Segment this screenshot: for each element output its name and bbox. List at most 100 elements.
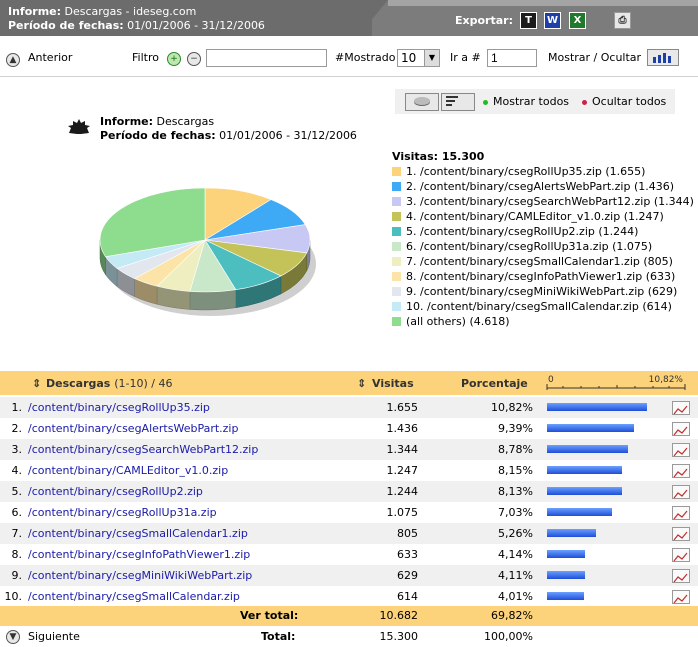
bar-view-button[interactable] xyxy=(441,93,475,111)
table-row: 1. /content/binary/csegRollUp35.zip 1.655 1… xyxy=(0,397,698,418)
pie-slice-1[interactable] xyxy=(204,187,272,241)
row-trend-chart-icon[interactable] xyxy=(672,569,690,583)
row-file-link[interactable]: /content/binary/CAMLEditor_v1.0.zip xyxy=(28,464,229,477)
col-header-visits[interactable]: Visitas xyxy=(372,377,414,390)
row-trend-chart-icon[interactable] xyxy=(672,422,690,436)
chart-legend: Visitas: 15.300 1. /content/binary/csegR… xyxy=(392,150,694,329)
add-filter-icon[interactable]: + xyxy=(167,52,181,66)
row-trend-chart-icon[interactable] xyxy=(672,590,690,604)
table-row: 7. /content/binary/csegSmallCalendar1.zip… xyxy=(0,523,698,544)
next-icon[interactable]: ▼ xyxy=(6,630,20,644)
row-visits: 1.344 xyxy=(386,443,419,456)
row-visits: 1.244 xyxy=(386,485,419,498)
percentage-scale: 0 10,82% xyxy=(546,375,686,390)
row-file-link[interactable]: /content/binary/csegRollUp35.zip xyxy=(28,401,210,414)
legend-swatch xyxy=(392,257,401,266)
row-file-link[interactable]: /content/binary/csegMiniWikiWebPart.zip xyxy=(28,569,253,582)
legend-label: (all others) (4.618) xyxy=(406,315,510,328)
row-trend-chart-icon[interactable] xyxy=(672,527,690,541)
row-file-link[interactable]: /content/binary/csegAlertsWebPart.zip xyxy=(28,422,239,435)
legend-label: 1. /content/binary/csegRollUp35.zip (1.6… xyxy=(406,165,646,178)
row-percentage-bar xyxy=(547,424,634,432)
bar-chart-toggle-button[interactable] xyxy=(647,49,679,66)
row-index: 3. xyxy=(11,443,23,456)
row-file-link[interactable]: /content/binary/csegSmallCalendar1.zip xyxy=(28,527,248,540)
row-file-link[interactable]: /content/binary/csegSmallCalendar.zip xyxy=(28,590,240,603)
row-percentage-bar xyxy=(547,571,585,579)
col-header-percentage[interactable]: Porcentaje xyxy=(461,377,528,390)
legend-item[interactable]: 1. /content/binary/csegRollUp35.zip (1.6… xyxy=(392,164,694,179)
legend-label: 5. /content/binary/csegRollUp2.zip (1.24… xyxy=(406,225,639,238)
word-export-icon[interactable]: W xyxy=(544,12,561,29)
print-icon[interactable]: ⎙ xyxy=(614,12,631,29)
legend-swatch xyxy=(392,182,401,191)
shown-count-label: #Mostrado xyxy=(335,51,396,64)
text-export-icon[interactable]: T xyxy=(520,12,537,29)
bar-chart-icon xyxy=(653,53,671,63)
total-visits: 15.300 xyxy=(379,630,419,643)
show-all-dot-icon xyxy=(483,99,488,105)
legend-item[interactable]: 2. /content/binary/csegAlertsWebPart.zip… xyxy=(392,179,694,194)
row-file-link[interactable]: /content/binary/csegSearchWebPart12.zip xyxy=(28,443,259,456)
row-visits: 1.247 xyxy=(386,464,419,477)
row-index: 6. xyxy=(11,506,23,519)
goto-input[interactable] xyxy=(487,49,537,67)
legend-swatch xyxy=(392,317,401,326)
legend-item[interactable]: 8. /content/binary/csegInfoPathViewer1.z… xyxy=(392,269,694,284)
row-index: 1. xyxy=(11,401,23,414)
table-row: 10. /content/binary/csegSmallCalendar.zip… xyxy=(0,586,698,607)
legend-item[interactable]: 7. /content/binary/csegSmallCalendar1.zi… xyxy=(392,254,694,269)
header-period-label: Período de fechas: xyxy=(8,19,124,32)
row-file-link[interactable]: /content/binary/csegInfoPathViewer1.zip xyxy=(28,548,251,561)
pie-slice-11[interactable] xyxy=(99,187,206,257)
row-trend-chart-icon[interactable] xyxy=(672,443,690,457)
row-visits: 629 xyxy=(397,569,418,582)
row-trend-chart-icon[interactable] xyxy=(672,485,690,499)
shown-count-select[interactable]: 10 ▼ xyxy=(397,49,440,67)
pie-view-button[interactable] xyxy=(405,93,439,111)
row-trend-chart-icon[interactable] xyxy=(672,401,690,415)
legend-item[interactable]: 5. /content/binary/csegRollUp2.zip (1.24… xyxy=(392,224,694,239)
legend-item[interactable]: (all others) (4.618) xyxy=(392,314,694,329)
sort-visits-icon[interactable]: ⇕ xyxy=(357,377,367,390)
legend-title: Visitas: 15.300 xyxy=(392,150,485,163)
legend-label: 2. /content/binary/csegAlertsWebPart.zip… xyxy=(406,180,675,193)
row-trend-chart-icon[interactable] xyxy=(672,548,690,562)
show-all-link[interactable]: Mostrar todos xyxy=(483,95,569,108)
table-row: 2. /content/binary/csegAlertsWebPart.zip 1… xyxy=(0,418,698,439)
subtotal-percentage: 69,82% xyxy=(491,609,533,622)
row-percentage: 4,14% xyxy=(498,548,533,561)
total-label: Total: xyxy=(261,630,296,643)
col-header-name[interactable]: Descargas (1-10) / 46 xyxy=(46,377,172,390)
chart-report-value: Descargas xyxy=(156,115,215,128)
row-file-link[interactable]: /content/binary/csegRollUp2.zip xyxy=(28,485,203,498)
legend-rows: 1. /content/binary/csegRollUp35.zip (1.6… xyxy=(392,164,694,329)
row-trend-chart-icon[interactable] xyxy=(672,464,690,478)
filter-input[interactable] xyxy=(206,49,327,67)
legend-item[interactable]: 6. /content/binary/csegRollUp31a.zip (1.… xyxy=(392,239,694,254)
hide-all-link[interactable]: Ocultar todos xyxy=(582,95,666,108)
row-file-link[interactable]: /content/binary/csegRollUp31a.zip xyxy=(28,506,217,519)
row-percentage-bar xyxy=(547,592,584,600)
sort-name-icon[interactable]: ⇕ xyxy=(32,377,42,390)
row-visits: 633 xyxy=(397,548,418,561)
hide-all-label: Ocultar todos xyxy=(592,95,667,108)
pie-chart xyxy=(99,187,316,316)
row-percentage: 9,39% xyxy=(498,422,533,435)
legend-item[interactable]: 10. /content/binary/csegSmallCalendar.zi… xyxy=(392,299,694,314)
table-row: 3. /content/binary/csegSearchWebPart12.zi… xyxy=(0,439,698,460)
chart-period-line: Período de fechas: 01/01/2006 - 31/12/20… xyxy=(100,129,357,142)
previous-link[interactable]: Anterior xyxy=(28,51,73,64)
legend-item[interactable]: 3. /content/binary/csegSearchWebPart12.z… xyxy=(392,194,694,209)
legend-item[interactable]: 4. /content/binary/CAMLEditor_v1.0.zip (… xyxy=(392,209,694,224)
legend-item[interactable]: 9. /content/binary/csegMiniWikiWebPart.z… xyxy=(392,284,694,299)
remove-filter-icon[interactable]: − xyxy=(187,52,201,66)
row-percentage: 8,78% xyxy=(498,443,533,456)
export-label: Exportar: xyxy=(455,14,513,27)
next-link[interactable]: Siguiente xyxy=(28,630,80,643)
row-index: 8. xyxy=(11,548,23,561)
report-header: Informe: Descargas - ideseg.com Período … xyxy=(0,0,698,36)
row-trend-chart-icon[interactable] xyxy=(672,506,690,520)
previous-icon[interactable]: ▲ xyxy=(6,53,20,67)
excel-export-icon[interactable]: X xyxy=(569,12,586,29)
